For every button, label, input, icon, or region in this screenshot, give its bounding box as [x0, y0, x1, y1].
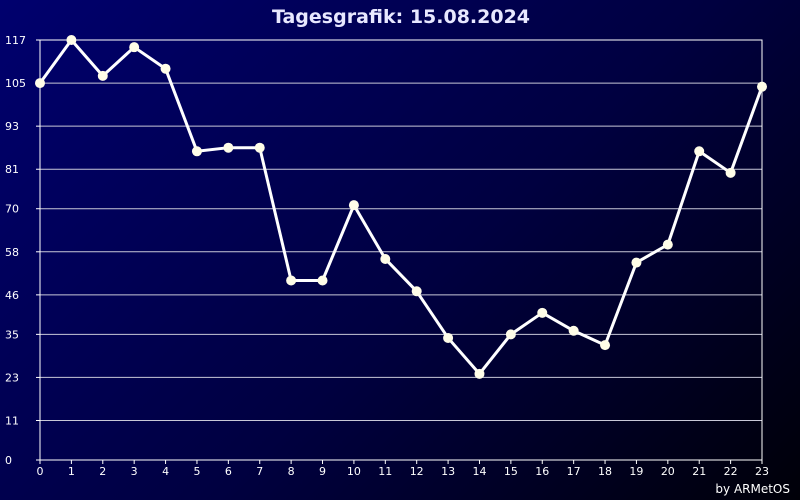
x-tick-label: 10	[347, 465, 361, 478]
x-tick-label: 2	[99, 465, 106, 478]
x-tick-label: 16	[535, 465, 549, 478]
chart-title: Tagesgrafik: 15.08.2024	[272, 6, 530, 28]
y-tick-label: 105	[5, 77, 26, 90]
y-tick-label: 0	[5, 454, 12, 467]
data-point	[662, 239, 673, 250]
x-tick-label: 12	[410, 465, 424, 478]
y-tick-label: 58	[5, 246, 19, 259]
x-tick-label: 15	[504, 465, 518, 478]
data-point	[35, 78, 45, 89]
data-point	[725, 167, 736, 178]
data-point	[631, 257, 642, 268]
data-point	[129, 42, 140, 53]
data-point	[411, 286, 422, 297]
data-point	[66, 35, 77, 45]
x-tick-label: 3	[131, 465, 138, 478]
y-tick-label: 46	[5, 289, 19, 302]
data-point	[537, 307, 548, 318]
gridlines	[40, 82, 762, 422]
x-tick-label: 20	[661, 465, 675, 478]
data-point	[600, 340, 611, 351]
y-tick-label: 11	[5, 415, 19, 428]
y-tick-label: 70	[5, 203, 19, 216]
data-point	[757, 81, 767, 92]
data-point	[160, 63, 171, 74]
y-tick-label: 23	[5, 371, 19, 384]
data-point	[223, 142, 234, 153]
x-tick-label: 4	[162, 465, 169, 478]
x-tick-label: 23	[755, 465, 769, 478]
data-point	[474, 368, 485, 379]
data-point	[505, 329, 516, 340]
series-line	[38, 38, 764, 376]
x-tick-label: 5	[193, 465, 200, 478]
credit-label: by ARMetOS	[715, 482, 790, 496]
x-tick-label: 11	[378, 465, 392, 478]
data-point	[191, 146, 202, 157]
data-point	[380, 253, 391, 264]
x-tick-label: 13	[441, 465, 455, 478]
x-tick-label: 22	[724, 465, 738, 478]
x-tick-label: 17	[567, 465, 581, 478]
data-point	[694, 146, 705, 157]
data-point	[568, 325, 579, 336]
y-tick-label: 117	[5, 34, 26, 47]
data-point	[97, 70, 108, 81]
y-tick-label: 93	[5, 120, 19, 133]
data-point	[443, 332, 454, 343]
plot-frame	[39, 39, 763, 461]
x-tick-label: 6	[225, 465, 232, 478]
x-tick-label: 18	[598, 465, 612, 478]
x-tick-label: 7	[256, 465, 263, 478]
x-tick-label: 14	[472, 465, 486, 478]
data-point	[286, 275, 297, 286]
data-point	[254, 142, 265, 153]
data-points	[35, 35, 767, 379]
x-axis-ticks: 0 1 2 3 4 5 6 7 8 9 10 11 12 13 14 15 16 17 18 19 20 21 22 23	[37, 460, 769, 478]
x-tick-label: 0	[37, 465, 44, 478]
data-point	[348, 200, 359, 211]
x-tick-label: 9	[319, 465, 326, 478]
y-tick-label: 81	[5, 163, 19, 176]
x-tick-label: 19	[629, 465, 643, 478]
y-axis-ticks: 0 11 23 35 46 58 70 81 93 105 117	[5, 34, 40, 467]
x-tick-label: 21	[692, 465, 706, 478]
y-tick-label: 35	[5, 328, 19, 341]
x-tick-label: 8	[288, 465, 295, 478]
x-tick-label: 1	[68, 465, 75, 478]
data-point	[317, 275, 328, 286]
